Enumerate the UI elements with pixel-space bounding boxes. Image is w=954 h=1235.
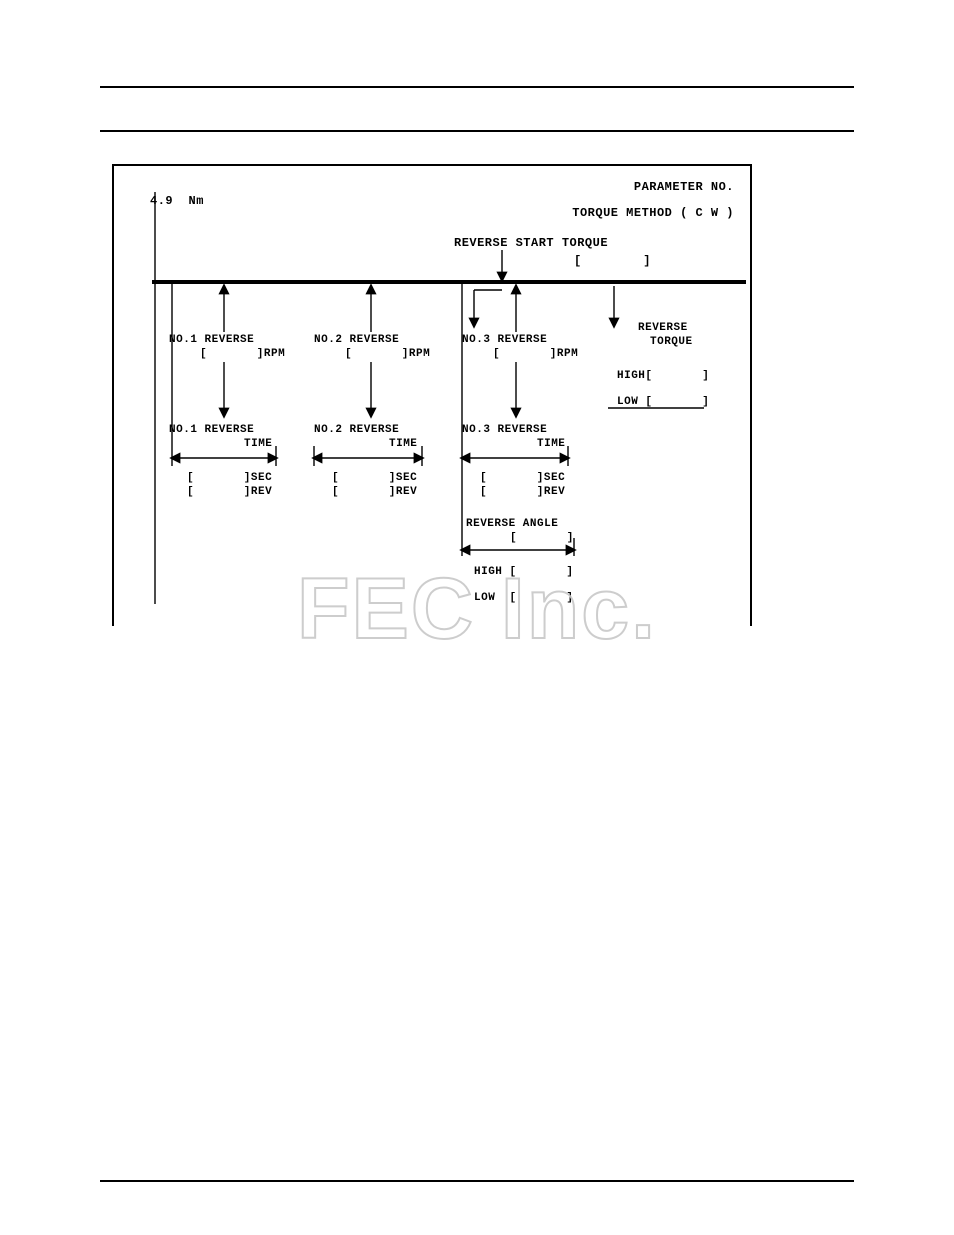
col2-rev-bracket: [ ]REV xyxy=(332,486,417,498)
col1-reverse-time-label: NO.1 REVERSE xyxy=(169,424,254,436)
col1-time-word: TIME xyxy=(244,438,272,450)
reverse-start-torque-label: REVERSE START TORQUE xyxy=(454,236,608,250)
header-parameter-no: PARAMETER NO. xyxy=(634,180,734,194)
diagram-frame: 4.9 Nm PARAMETER NO. TORQUE METHOD ( C W… xyxy=(112,164,752,626)
col2-rpm-bracket: [ ]RPM xyxy=(345,348,430,360)
col2-sec-bracket: [ ]SEC xyxy=(332,472,417,484)
col3-time-word: TIME xyxy=(537,438,565,450)
col1-sec-bracket: [ ]SEC xyxy=(187,472,272,484)
col3-sec-bracket: [ ]SEC xyxy=(480,472,565,484)
header-torque-method: TORQUE METHOD ( C W ) xyxy=(572,206,734,220)
col3-reverse-time-label: NO.3 REVERSE xyxy=(462,424,547,436)
col3-rev-bracket: [ ]REV xyxy=(480,486,565,498)
col3-reverse-label: NO.3 REVERSE xyxy=(462,334,547,346)
torque-value: 4.9 Nm xyxy=(150,194,204,208)
reverse-start-torque-bracket: [ ] xyxy=(574,254,651,268)
col2-reverse-time-label: NO.2 REVERSE xyxy=(314,424,399,436)
reverse-torque-high: HIGH[ ] xyxy=(617,370,709,382)
reverse-angle-bracket: [ ] xyxy=(510,532,574,544)
col1-reverse-label: NO.1 REVERSE xyxy=(169,334,254,346)
reverse-angle-label: REVERSE ANGLE xyxy=(466,518,558,530)
rule-top xyxy=(100,86,854,88)
reverse-torque-label-1: REVERSE xyxy=(638,322,688,334)
reverse-torque-label-2: TORQUE xyxy=(650,336,693,348)
col2-reverse-label: NO.2 REVERSE xyxy=(314,334,399,346)
rule-bottom xyxy=(100,1180,854,1182)
rule-mid xyxy=(100,130,854,132)
col3-rpm-bracket: [ ]RPM xyxy=(493,348,578,360)
reverse-torque-low: LOW [ ] xyxy=(617,396,709,408)
col1-rev-bracket: [ ]REV xyxy=(187,486,272,498)
col2-time-word: TIME xyxy=(389,438,417,450)
col1-rpm-bracket: [ ]RPM xyxy=(200,348,285,360)
watermark-text: FEC Inc. xyxy=(297,560,657,659)
